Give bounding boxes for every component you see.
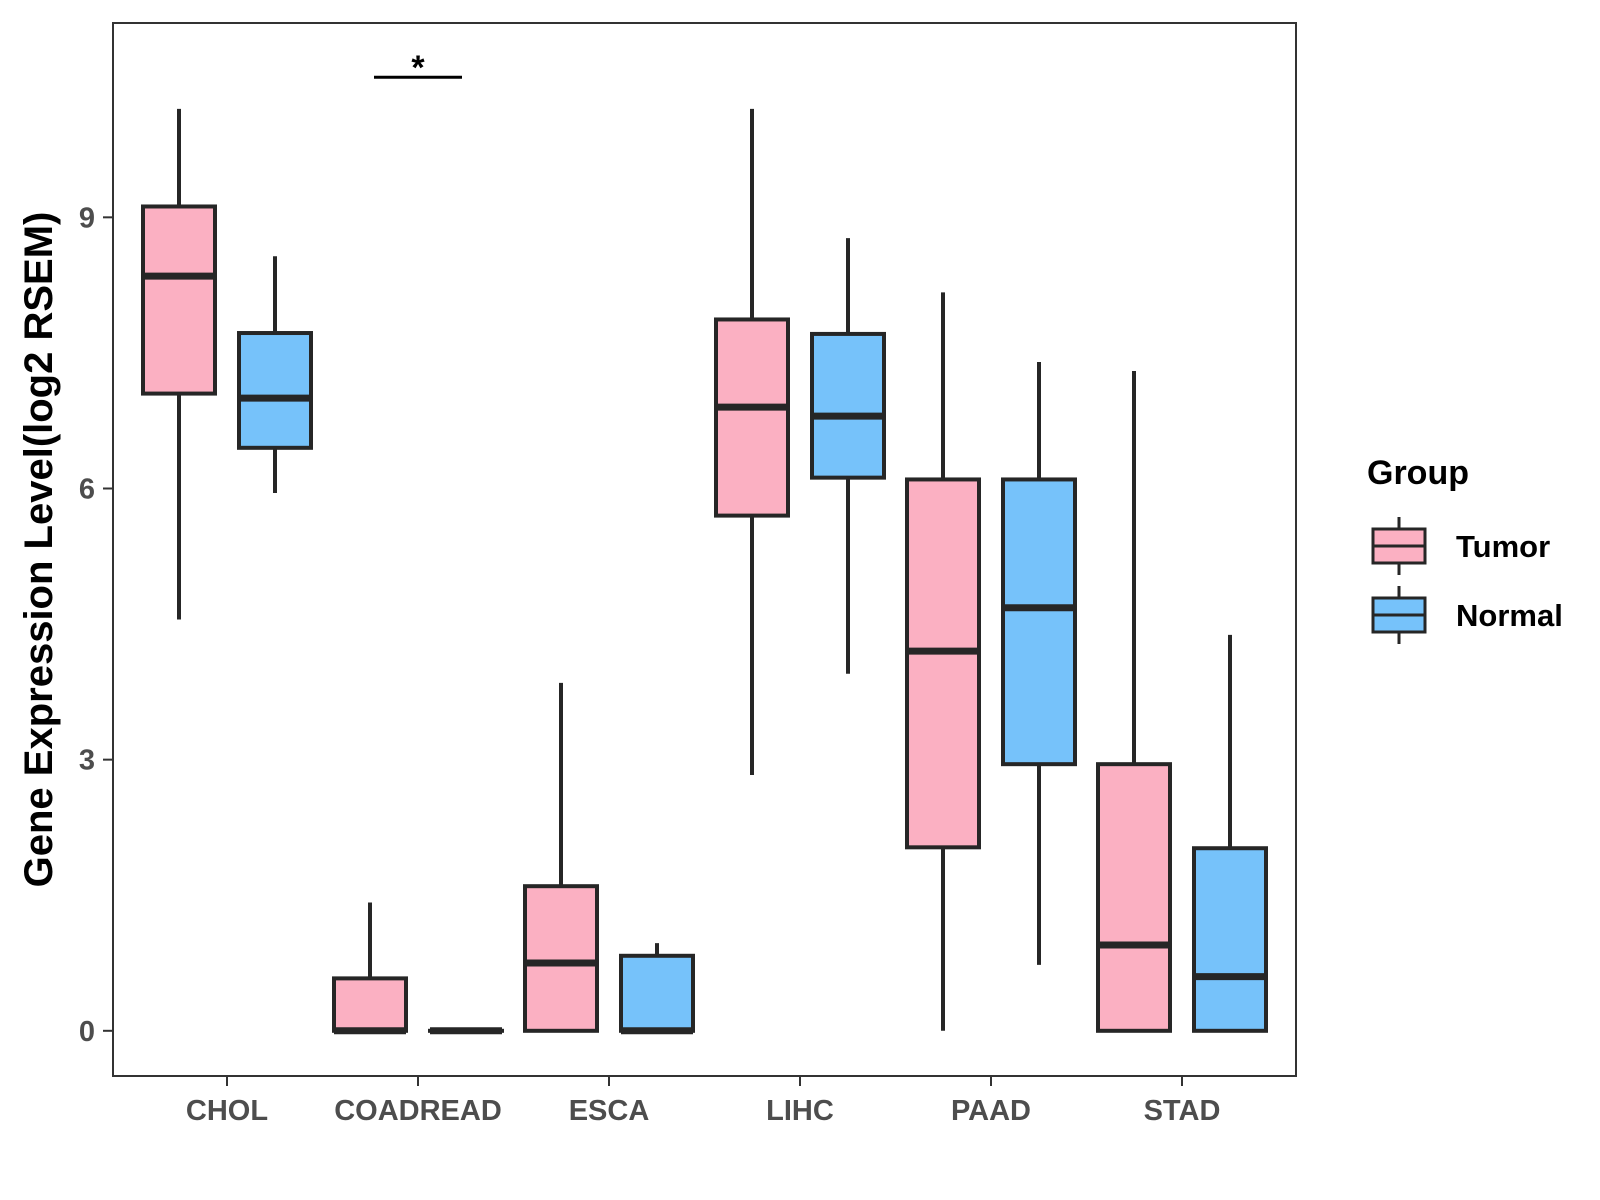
y-tick-label: 6 [79,473,95,505]
y-tick-label: 9 [79,202,95,234]
legend: Group Tumor Normal [1367,454,1563,644]
box-body [332,976,408,1033]
legend-label: Normal [1456,598,1563,633]
box-tumor-paad [905,292,981,1031]
box-body [619,953,695,1033]
box-body [905,477,981,850]
box-normal-chol [237,256,313,494]
box-normal-stad [1192,634,1268,1033]
box-tumor-chol [141,108,217,620]
box-tumor-coadread [332,902,408,1035]
box-body [810,331,886,480]
box-normal-lihc [810,238,886,674]
box-body [714,317,790,518]
y-tick-label: 0 [79,1016,95,1048]
box-body [141,204,217,396]
y-axis-title: Gene Expression Level(log2 RSEM) [17,212,61,888]
y-axis: 0 3 6 9 [79,202,113,1048]
x-tick-label: ESCA [569,1095,650,1127]
x-tick-label: STAD [1144,1095,1221,1127]
box-tumor-lihc [714,108,790,776]
box-body [237,331,313,450]
plot-area: * [141,49,1268,1035]
panel-border [112,22,1297,1077]
x-tick-label: LIHC [766,1095,834,1127]
significance-label: * [411,49,425,87]
box-normal-paad [1001,361,1077,965]
box-tumor-esca [523,682,599,1033]
y-tick-label: 3 [79,745,95,777]
x-tick-label: COADREAD [334,1095,502,1127]
legend-title: Group [1367,454,1469,492]
legend-label: Tumor [1456,529,1550,564]
box-body [1096,762,1172,1033]
box-body [523,884,599,1033]
x-tick-label: PAAD [951,1095,1031,1127]
x-axis: CHOL COADREAD ESCA LIHC PAAD STAD [186,1076,1220,1127]
x-tick-label: CHOL [186,1095,268,1127]
box-body [1001,477,1077,767]
legend-key-tumor [1371,517,1427,575]
box-tumor-stad [1096,370,1172,1033]
box-body [1192,846,1268,1033]
legend-key-normal [1371,586,1427,644]
box-normal-esca [619,943,695,1035]
